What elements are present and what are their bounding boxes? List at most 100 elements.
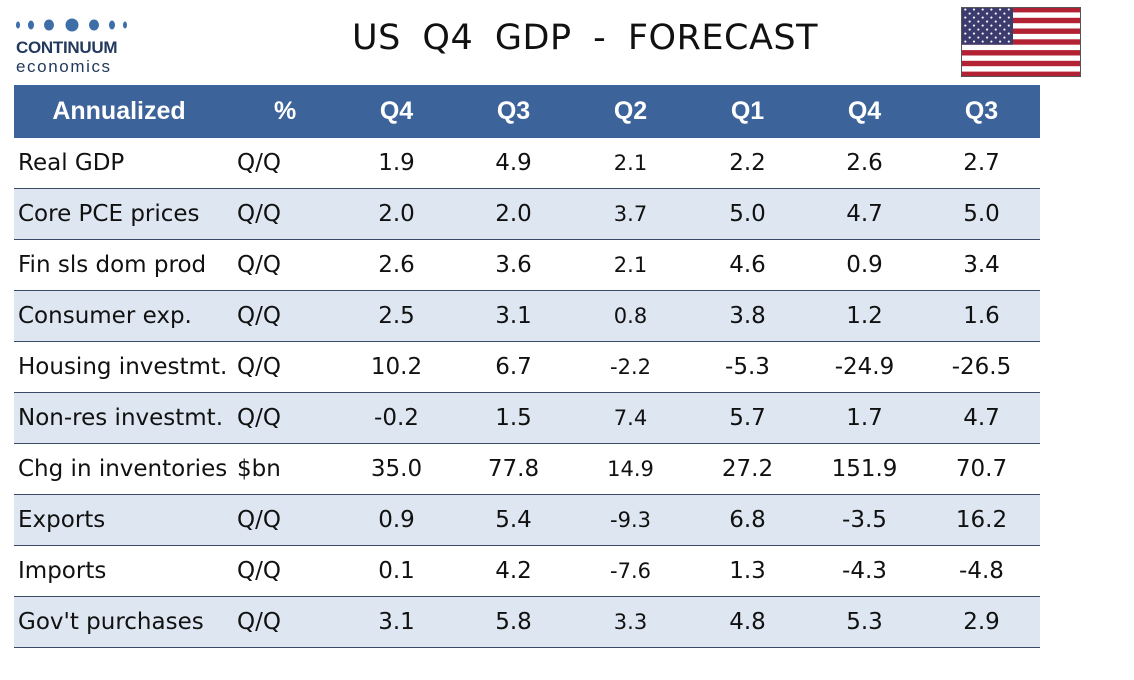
table-row: Fin sls dom prod Q/Q 2.6 3.6 2.1 4.6 0.9 3.4 <box>14 239 1040 291</box>
table-cell: 3.1 <box>455 290 572 342</box>
table-row: Consumer exp. Q/Q 2.5 3.1 0.8 3.8 1.2 1.6 <box>14 290 1040 342</box>
us-flag-icon <box>961 7 1081 77</box>
row-label: Imports <box>14 545 234 597</box>
table-cell: 6.7 <box>455 341 572 393</box>
table-cell: 4.8 <box>689 596 806 648</box>
table-cell: 2.0 <box>455 188 572 240</box>
table-cell: 1.3 <box>689 545 806 597</box>
table-cell: 77.8 <box>455 443 572 495</box>
table-cell: 4.2 <box>455 545 572 597</box>
table-cell: 2.2 <box>689 138 806 189</box>
row-unit: $bn <box>234 443 338 495</box>
table-cell: 1.2 <box>806 290 923 342</box>
table-cell: -9.3 <box>572 494 689 546</box>
table-cell: 5.4 <box>455 494 572 546</box>
table-row: Housing investmt. Q/Q 10.2 6.7 -2.2 -5.3 -24.9… <box>14 341 1040 393</box>
table-cell: 16.2 <box>923 494 1040 546</box>
table-cell: 27.2 <box>689 443 806 495</box>
row-label: Exports <box>14 494 234 546</box>
table-cell: 3.6 <box>455 239 572 291</box>
table-cell: 2.1 <box>572 138 689 189</box>
table-cell: 1.6 <box>923 290 1040 342</box>
table-cell: 3.4 <box>923 239 1040 291</box>
row-label: Non-res investmt. <box>14 392 234 444</box>
table-cell: 6.8 <box>689 494 806 546</box>
table-cell: 7.4 <box>572 392 689 444</box>
row-unit: Q/Q <box>234 545 338 597</box>
table-cell: 35.0 <box>338 443 455 495</box>
table-cell: -0.2 <box>338 392 455 444</box>
table-cell: -5.3 <box>689 341 806 393</box>
logo-dots-icon <box>16 18 127 32</box>
table-cell: -26.5 <box>923 341 1040 393</box>
row-label: Real GDP <box>14 138 234 189</box>
table-cell: 5.3 <box>806 596 923 648</box>
table-cell: -7.6 <box>572 545 689 597</box>
row-unit: Q/Q <box>234 188 338 240</box>
table-row: Chg in inventories $bn 35.0 77.8 14.9 27.2 151… <box>14 443 1040 495</box>
row-unit: Q/Q <box>234 596 338 648</box>
header-q3-prior: Q3 <box>923 85 1040 138</box>
row-unit: Q/Q <box>234 290 338 342</box>
table-cell: 14.9 <box>572 443 689 495</box>
table-cell: 2.1 <box>572 239 689 291</box>
table-cell: 2.5 <box>338 290 455 342</box>
table-row: Exports Q/Q 0.9 5.4 -9.3 6.8 -3.5 16.2 <box>14 494 1040 546</box>
row-label: Housing investmt. <box>14 341 234 393</box>
table-cell: 4.9 <box>455 138 572 189</box>
table-cell: 3.3 <box>572 596 689 648</box>
header-annualized: Annualized <box>14 85 234 138</box>
table-cell: 2.7 <box>923 138 1040 189</box>
table-cell: 3.1 <box>338 596 455 648</box>
row-label: Chg in inventories <box>14 443 234 495</box>
table-cell: 1.5 <box>455 392 572 444</box>
row-unit: Q/Q <box>234 239 338 291</box>
table-cell: 4.7 <box>806 188 923 240</box>
table-cell: 2.6 <box>806 138 923 189</box>
table-cell: 3.7 <box>572 188 689 240</box>
table-row: Imports Q/Q 0.1 4.2 -7.6 1.3 -4.3 -4.8 <box>14 545 1040 597</box>
table-cell: 70.7 <box>923 443 1040 495</box>
logo-subtitle: economics <box>16 57 112 76</box>
table-cell: 5.8 <box>455 596 572 648</box>
row-label: Gov't purchases <box>14 596 234 648</box>
row-label: Consumer exp. <box>14 290 234 342</box>
table-cell: 151.9 <box>806 443 923 495</box>
table-cell: 3.8 <box>689 290 806 342</box>
table-cell: 1.9 <box>338 138 455 189</box>
table-cell: 10.2 <box>338 341 455 393</box>
table-cell: 0.8 <box>572 290 689 342</box>
table-cell: 4.6 <box>689 239 806 291</box>
table-cell: -2.2 <box>572 341 689 393</box>
table-row: Non-res investmt. Q/Q -0.2 1.5 7.4 5.7 1.7 4.7 <box>14 392 1040 444</box>
table-cell: 5.0 <box>689 188 806 240</box>
gdp-forecast-table: Annualized % Q4 Q3 Q2 Q1 Q4 Q3 Real GDP Q… <box>14 85 1040 648</box>
table-cell: 0.1 <box>338 545 455 597</box>
table-cell: 5.7 <box>689 392 806 444</box>
header-q4-latest: Q4 <box>338 85 455 138</box>
table-row: Real GDP Q/Q 1.9 4.9 2.1 2.2 2.6 2.7 <box>14 138 1040 189</box>
logo-name: CONTINUUM <box>16 38 118 57</box>
table-cell: 0.9 <box>806 239 923 291</box>
row-unit: Q/Q <box>234 494 338 546</box>
row-label: Core PCE prices <box>14 188 234 240</box>
row-label: Fin sls dom prod <box>14 239 234 291</box>
row-unit: Q/Q <box>234 392 338 444</box>
table-cell: 1.7 <box>806 392 923 444</box>
table-header-row: Annualized % Q4 Q3 Q2 Q1 Q4 Q3 <box>14 85 1040 138</box>
row-unit: Q/Q <box>234 341 338 393</box>
table-row: Core PCE prices Q/Q 2.0 2.0 3.7 5.0 4.7 5.0 <box>14 188 1040 240</box>
table-cell: -4.8 <box>923 545 1040 597</box>
table-cell: -4.3 <box>806 545 923 597</box>
table-cell: -24.9 <box>806 341 923 393</box>
table-cell: 0.9 <box>338 494 455 546</box>
header-q3-latest: Q3 <box>455 85 572 138</box>
table-cell: -3.5 <box>806 494 923 546</box>
row-unit: Q/Q <box>234 138 338 189</box>
table-cell: 4.7 <box>923 392 1040 444</box>
header-q4-prior: Q4 <box>806 85 923 138</box>
header-q1: Q1 <box>689 85 806 138</box>
page-title: US Q4 GDP - FORECAST <box>351 18 819 58</box>
table-cell: 2.9 <box>923 596 1040 648</box>
table-cell: 5.0 <box>923 188 1040 240</box>
